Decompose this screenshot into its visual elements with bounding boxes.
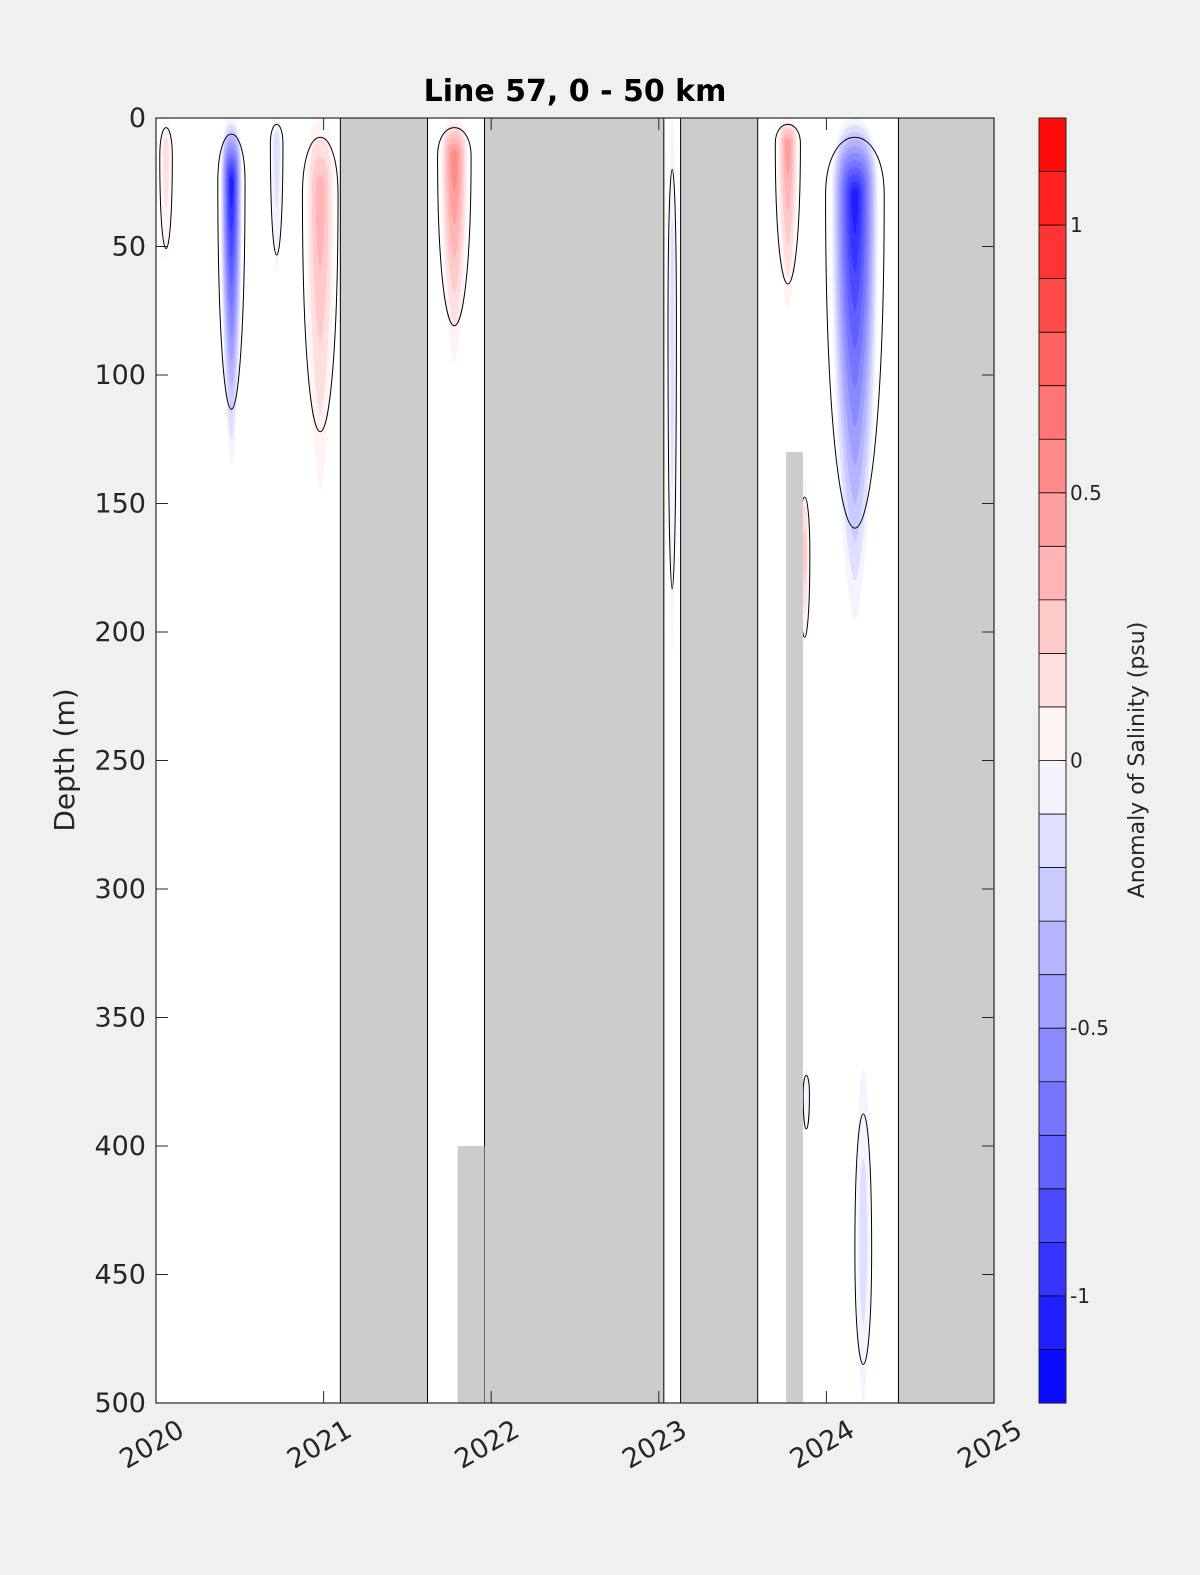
y-tick-label: 0 xyxy=(129,103,146,134)
no-data-band xyxy=(339,118,429,1403)
x-tick-label: 2023 xyxy=(617,1414,692,1475)
no-data-band xyxy=(483,118,665,1403)
x-tick-label: 2022 xyxy=(450,1414,525,1475)
y-tick-label: 100 xyxy=(94,360,146,391)
no-data-band xyxy=(786,452,803,1403)
anomaly-feature xyxy=(854,1068,873,1403)
colorbar-segment xyxy=(1039,385,1066,440)
colorbar-tick-label: 0 xyxy=(1070,749,1083,773)
anomaly-feature xyxy=(774,118,801,311)
anomaly-band xyxy=(859,1158,868,1326)
colorbar-tick-label: 0.5 xyxy=(1070,481,1102,505)
anomaly-band xyxy=(803,1068,809,1121)
colorbar-segment xyxy=(1039,706,1066,762)
anomaly-band xyxy=(315,175,325,269)
no-data-band xyxy=(457,1146,485,1403)
anomaly-feature xyxy=(437,118,472,363)
colorbar-segment xyxy=(1039,1135,1066,1190)
anomaly-band xyxy=(163,137,169,208)
colorbar-segment xyxy=(1039,1349,1066,1404)
colorbar-segment xyxy=(1039,171,1066,226)
y-tick-label: 300 xyxy=(94,874,146,905)
colorbar-segment xyxy=(1039,653,1066,708)
colorbar: -1 -0.5 0 0.5 1 xyxy=(1038,117,1109,1404)
y-axis: 0 50 100 150 200 250 300 350 400 450 500 xyxy=(94,103,994,1419)
x-tick-label: 2024 xyxy=(785,1414,860,1475)
zero-contour xyxy=(854,1113,873,1365)
zero-contour xyxy=(159,127,173,249)
zero-contour xyxy=(301,136,339,433)
anomaly-feature xyxy=(667,118,677,658)
y-tick-label: 400 xyxy=(94,1131,146,1162)
anomaly-feature xyxy=(159,118,173,260)
anomaly-band xyxy=(670,220,675,491)
anomaly-feature xyxy=(825,118,885,620)
colorbar-segment xyxy=(1039,921,1066,976)
colorbar-segment xyxy=(1039,974,1066,1029)
no-data-band xyxy=(680,118,759,1403)
colorbar-segment xyxy=(1039,1188,1066,1243)
colorbar-segment xyxy=(1039,546,1066,601)
anomaly-band xyxy=(229,176,234,208)
colorbar-segment xyxy=(1039,1242,1066,1297)
anomaly-feature xyxy=(802,1068,810,1130)
anomaly-band xyxy=(802,529,807,585)
y-tick-label: 200 xyxy=(94,617,146,648)
colorbar-segment xyxy=(1039,439,1066,494)
colorbar-segment xyxy=(1039,1028,1066,1083)
colorbar-segment xyxy=(1039,492,1066,547)
zero-contour xyxy=(825,137,885,529)
anomaly-feature xyxy=(269,118,284,273)
zero-contour xyxy=(802,1074,810,1130)
anomaly-band xyxy=(851,188,859,234)
colorbar-segment xyxy=(1039,225,1066,280)
colorbar-segment xyxy=(1039,599,1066,655)
colorbar-tick-label: -0.5 xyxy=(1070,1016,1109,1040)
anomaly-feature xyxy=(217,118,246,465)
chart-title: Line 57, 0 - 50 km xyxy=(424,74,727,109)
x-tick-label: 2020 xyxy=(114,1414,189,1475)
zero-contour xyxy=(774,124,801,285)
y-tick-label: 450 xyxy=(94,1260,146,1291)
anomaly-field xyxy=(159,118,994,1403)
zero-contour xyxy=(217,133,246,410)
no-data-band xyxy=(897,118,994,1403)
zero-contour xyxy=(667,169,677,590)
x-tick-label: 2025 xyxy=(952,1414,1027,1475)
colorbar-segment xyxy=(1039,814,1066,869)
colorbar-tick-label: -1 xyxy=(1070,1284,1090,1308)
y-tick-label: 500 xyxy=(94,1388,146,1419)
x-tick-label: 2021 xyxy=(282,1414,357,1475)
zero-contour xyxy=(437,127,472,326)
y-tick-label: 250 xyxy=(94,746,146,777)
y-tick-label: 150 xyxy=(94,489,146,520)
colorbar-tick-label: 1 xyxy=(1070,213,1083,237)
anomaly-feature xyxy=(301,118,339,491)
colorbar-segment xyxy=(1039,278,1066,333)
colorbar-segment xyxy=(1039,1295,1066,1351)
anomaly-band xyxy=(273,130,280,208)
colorbar-segment xyxy=(1039,1081,1066,1136)
zero-contour xyxy=(269,123,284,256)
anomaly-band xyxy=(785,138,791,178)
colorbar-segment xyxy=(1039,760,1066,815)
y-axis-label: Depth (m) xyxy=(48,688,81,831)
colorbar-segment xyxy=(1039,332,1066,387)
plot-area xyxy=(155,117,995,1404)
anomaly-band xyxy=(451,150,458,191)
colorbar-segment xyxy=(1039,867,1066,922)
y-tick-label: 50 xyxy=(112,232,146,263)
y-tick-label: 350 xyxy=(94,1003,146,1034)
colorbar-label: Anomaly of Salinity (psu) xyxy=(1125,622,1150,899)
colorbar-segment xyxy=(1039,118,1066,173)
